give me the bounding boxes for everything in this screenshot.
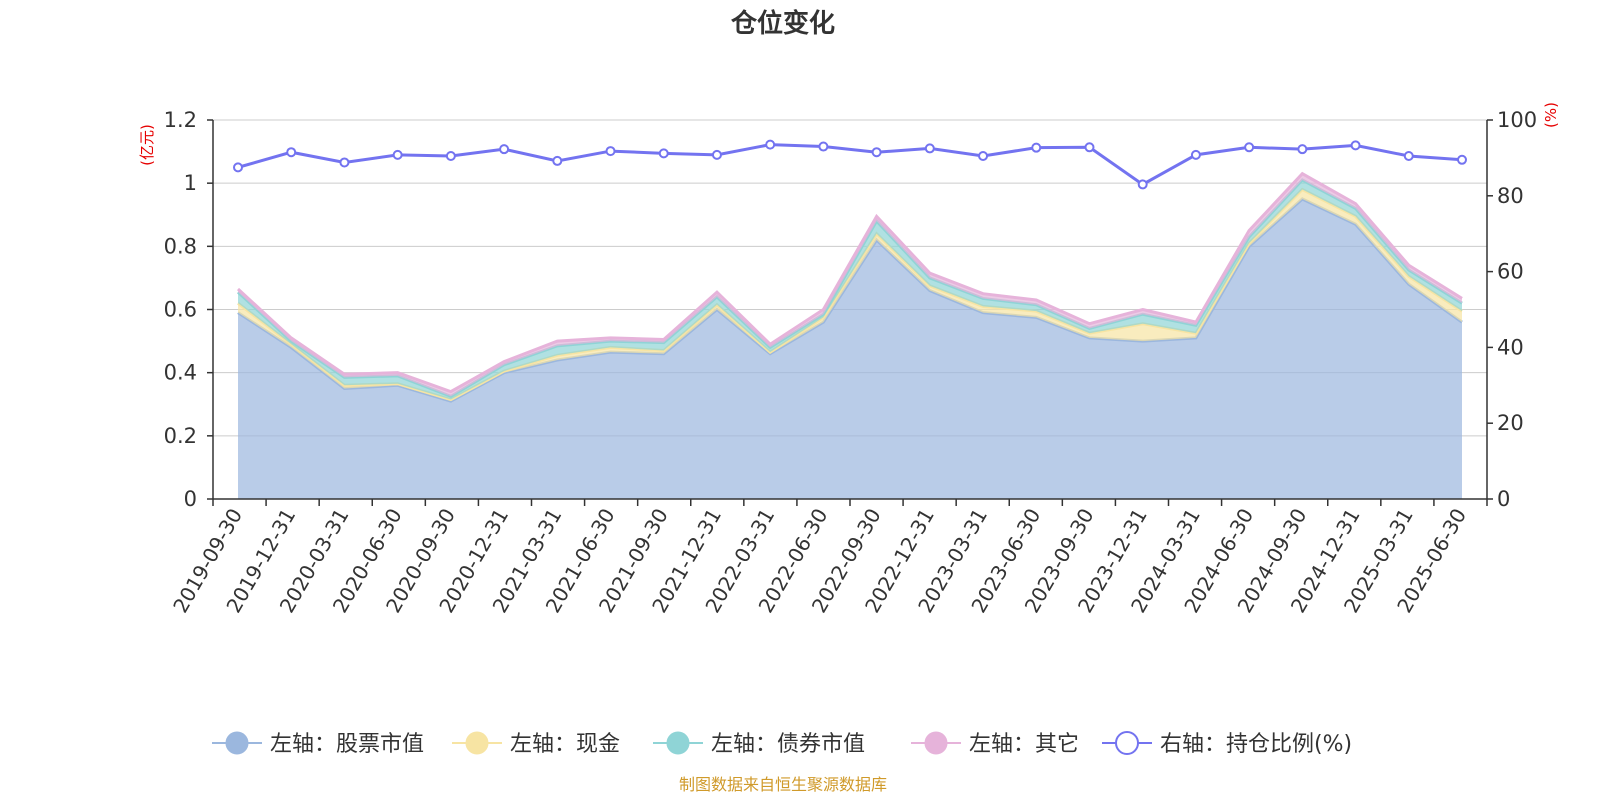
- right-tick-label: 40: [1497, 335, 1524, 359]
- ratio-point: [1084, 142, 1095, 153]
- ratio-point: [1137, 179, 1148, 190]
- ratio-point: [1457, 154, 1467, 165]
- right-tick-label: 100: [1497, 108, 1537, 132]
- ratio-point: [286, 147, 297, 158]
- left-tick-label: 0.8: [164, 234, 197, 258]
- ratio-point: [605, 146, 616, 157]
- legend-marker: [225, 731, 249, 755]
- left-tick-label: 1: [184, 171, 197, 195]
- ratio-point: [1031, 142, 1042, 153]
- legend-label: 左轴：债券市值: [711, 732, 865, 757]
- ratio-point: [1297, 144, 1308, 155]
- area-左轴：现金: [238, 189, 1462, 402]
- ratio-point: [499, 144, 510, 155]
- legend-marker: [465, 731, 489, 755]
- ratio-point: [1350, 140, 1361, 151]
- left-tick-label: 0: [184, 487, 197, 511]
- legend-marker: [1115, 731, 1139, 755]
- legend: 左轴：股票市值 左轴：现金 左轴：债券市值 左轴：其它 右轴：持仓比例(%): [212, 731, 1352, 757]
- right-tick-label: 20: [1497, 411, 1524, 435]
- area-左轴：股票市值: [238, 198, 1462, 500]
- left-tick-label: 0.6: [164, 298, 197, 322]
- right-tick-label: 0: [1497, 487, 1510, 511]
- right-axis-unit: (%): [1542, 102, 1560, 128]
- source-note: 制图数据来自恒生聚源数据库: [679, 775, 887, 794]
- right-tick-label: 80: [1497, 184, 1524, 208]
- left-tick-label: 1.2: [164, 108, 197, 132]
- legend-label: 左轴：股票市值: [270, 732, 424, 757]
- left-tick-label: 0.2: [164, 424, 197, 448]
- ratio-point: [924, 143, 935, 154]
- legend-marker: [666, 731, 690, 755]
- legend-marker: [924, 731, 948, 755]
- ratio-line-series: [233, 139, 1467, 190]
- ratio-point: [552, 155, 563, 166]
- ratio-point: [711, 149, 722, 160]
- right-tick-label: 60: [1497, 260, 1524, 284]
- ratio-point: [818, 141, 829, 152]
- ratio-point: [658, 148, 669, 159]
- legend-label: 左轴：其它: [969, 732, 1079, 757]
- legend-label: 左轴：现金: [510, 732, 620, 757]
- ratio-line: [237, 143, 1463, 187]
- left-tick-label: 0.4: [164, 361, 197, 385]
- ratio-point: [871, 147, 882, 158]
- left-axis-unit: (亿元): [138, 124, 156, 166]
- chart-title: 仓位变化: [730, 8, 835, 39]
- ratio-point: [1244, 142, 1255, 153]
- ratio-point: [392, 149, 403, 160]
- stacked-areas: [236, 171, 1463, 500]
- ratio-point: [233, 162, 243, 173]
- ratio-point: [445, 151, 456, 162]
- ratio-point: [1403, 151, 1414, 162]
- ratio-point: [765, 139, 776, 150]
- ratio-point: [1190, 149, 1201, 160]
- ratio-point: [978, 151, 989, 162]
- legend-label: 右轴：持仓比例(%): [1160, 732, 1352, 757]
- area-edge-左轴：其它: [236, 171, 1463, 394]
- ratio-point: [339, 157, 350, 168]
